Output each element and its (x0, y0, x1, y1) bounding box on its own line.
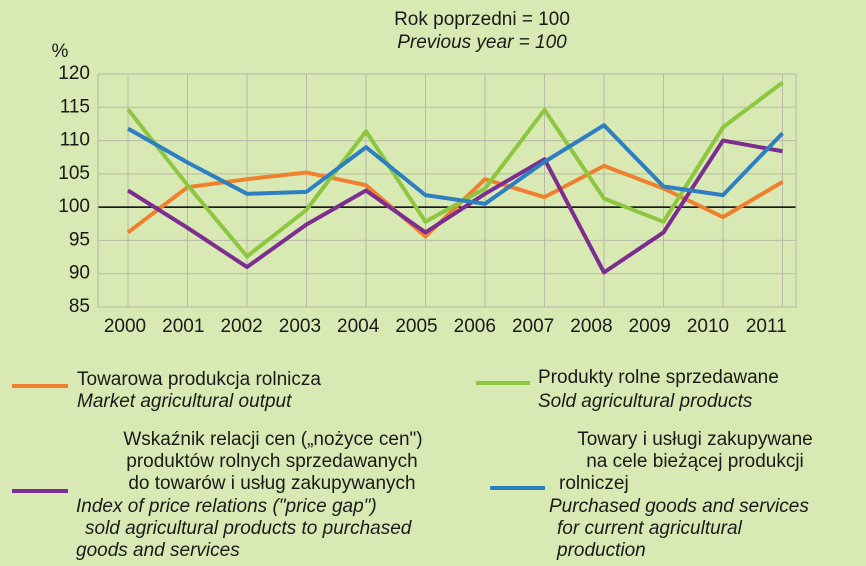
x-tick-label: 2008 (570, 316, 612, 337)
legend-label-en: Sold agricultural products (538, 391, 753, 412)
x-tick-label: 2004 (337, 316, 380, 337)
chart-title: Rok poprzedni = 100 (394, 9, 570, 30)
legend-label-en: Market agricultural output (77, 391, 292, 412)
y-axis-label: % (52, 41, 69, 62)
x-tick-label: 2000 (104, 316, 146, 337)
plot-frame (97, 73, 797, 308)
y-tick-label: 110 (60, 130, 90, 151)
legend-label: Towary i usługi zakupywane (577, 429, 813, 450)
x-tick-label: 2011 (746, 316, 787, 337)
legend-label: Wskaźnik relacji cen („nożyce cen") (123, 429, 422, 450)
legend-label: Produkty rolne sprzedawane (538, 367, 779, 388)
x-tick-label: 2007 (512, 316, 554, 337)
legend-label-en: for current agricultural (557, 518, 743, 539)
y-tick-label: 105 (58, 163, 90, 184)
legend-label-en: Purchased goods and services (549, 496, 809, 517)
legend-label-en: goods and services (76, 540, 240, 561)
legend-label: na cele bieżącej produkcji (586, 451, 804, 472)
y-tick-label: 95 (69, 229, 90, 250)
legend-label: do towarów i usług zakupywanych (128, 473, 415, 494)
series-line (126, 81, 784, 259)
legend-label: rolniczej (559, 473, 629, 494)
y-tick-label: 115 (60, 96, 90, 117)
x-tick-label: 2010 (687, 316, 729, 337)
legend-label-en: sold agricultural products to purchased (85, 518, 413, 539)
legend-label-en: Index of price relations ("price gap") (76, 496, 377, 517)
legend-label-en: production (556, 540, 646, 561)
legend-label: produktów rolnych sprzedawanych (126, 451, 418, 472)
x-tick-label: 2002 (220, 316, 262, 337)
x-tick-label: 2006 (454, 316, 496, 337)
x-tick-label: 2003 (279, 316, 321, 337)
chart-subtitle: Previous year = 100 (397, 32, 567, 53)
y-tick-label: 100 (58, 196, 90, 217)
series-line (127, 123, 784, 206)
series-line (126, 138, 783, 275)
y-tick-label: 85 (69, 296, 90, 317)
x-tick-label: 2001 (162, 316, 204, 337)
x-tick-label: 2009 (629, 316, 671, 337)
x-tick-label: 2005 (395, 316, 437, 337)
legend-label: Towarowa produkcja rolnicza (77, 369, 321, 390)
y-tick-label: 90 (69, 263, 90, 284)
series-line (126, 163, 784, 239)
y-tick-label: 120 (58, 63, 90, 84)
